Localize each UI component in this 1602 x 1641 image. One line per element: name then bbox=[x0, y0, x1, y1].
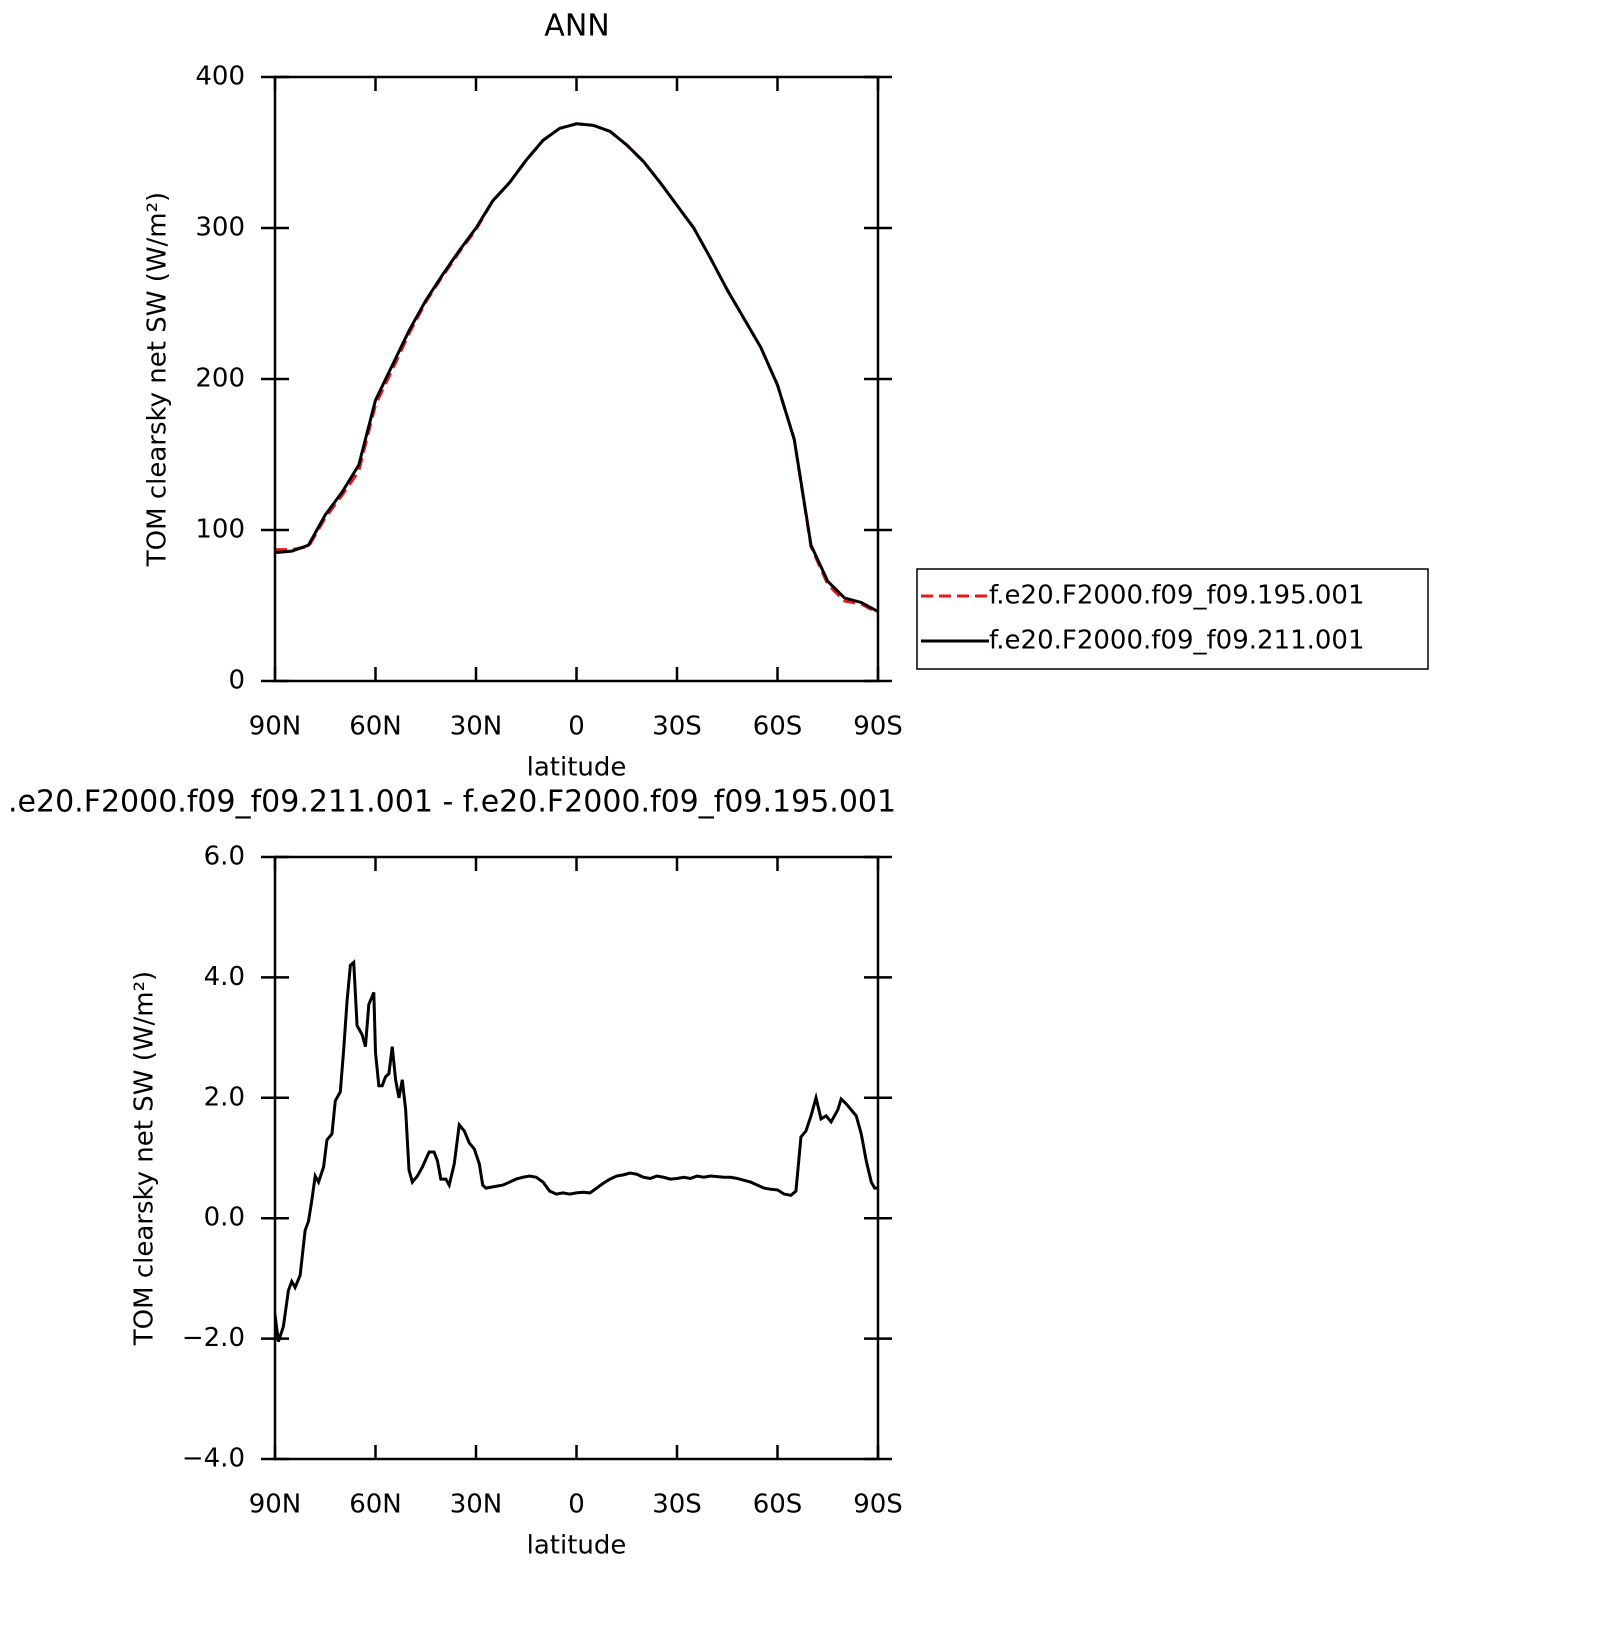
x-axis-label: latitude bbox=[527, 753, 627, 783]
y-tick-label: −2.0 bbox=[182, 1323, 245, 1353]
x-tick-label: 60N bbox=[349, 712, 402, 742]
legend-label: f.e20.F2000.f09_f09.211.001 bbox=[989, 626, 1365, 656]
data-line bbox=[275, 122, 878, 615]
x-tick-label: 90N bbox=[249, 712, 302, 742]
x-tick-label: 90S bbox=[853, 712, 903, 742]
x-axis-label: latitude bbox=[527, 1531, 627, 1561]
legend-label: f.e20.F2000.f09_f09.195.001 bbox=[989, 581, 1365, 611]
y-axis-label: TOM clearsky net SW (W/m²) bbox=[143, 192, 173, 567]
y-tick-label: 4.0 bbox=[204, 962, 245, 992]
x-tick-label: 30N bbox=[450, 712, 503, 742]
legend-box bbox=[916, 568, 1429, 670]
x-tick-label: 60N bbox=[349, 1490, 402, 1520]
chart-title: .e20.F2000.f09_f09.211.001 - f.e20.F2000… bbox=[8, 785, 896, 820]
data-line bbox=[275, 959, 878, 1343]
chart-title: ANN bbox=[544, 9, 609, 44]
y-tick-label: 400 bbox=[195, 62, 245, 92]
x-tick-label: 60S bbox=[753, 1490, 803, 1520]
x-tick-label: 0 bbox=[568, 1490, 585, 1520]
x-tick-label: 0 bbox=[568, 712, 585, 742]
y-tick-label: 2.0 bbox=[204, 1082, 245, 1112]
y-tick-label: 100 bbox=[195, 515, 245, 545]
x-tick-label: 30S bbox=[652, 712, 702, 742]
x-tick-label: 90N bbox=[249, 1490, 302, 1520]
y-axis-label: TOM clearsky net SW (W/m²) bbox=[130, 971, 160, 1346]
data-line bbox=[275, 122, 878, 613]
y-tick-label: 0 bbox=[228, 666, 245, 696]
y-tick-label: 0.0 bbox=[204, 1203, 245, 1233]
y-tick-label: 6.0 bbox=[204, 842, 245, 872]
x-tick-label: 30S bbox=[652, 1490, 702, 1520]
y-tick-label: −4.0 bbox=[182, 1444, 245, 1474]
plot-frame bbox=[273, 855, 880, 1461]
x-tick-label: 30N bbox=[450, 1490, 503, 1520]
x-tick-label: 60S bbox=[753, 712, 803, 742]
y-tick-label: 200 bbox=[195, 364, 245, 394]
y-tick-label: 300 bbox=[195, 213, 245, 243]
x-tick-label: 90S bbox=[853, 1490, 903, 1520]
plot-frame bbox=[273, 75, 880, 683]
